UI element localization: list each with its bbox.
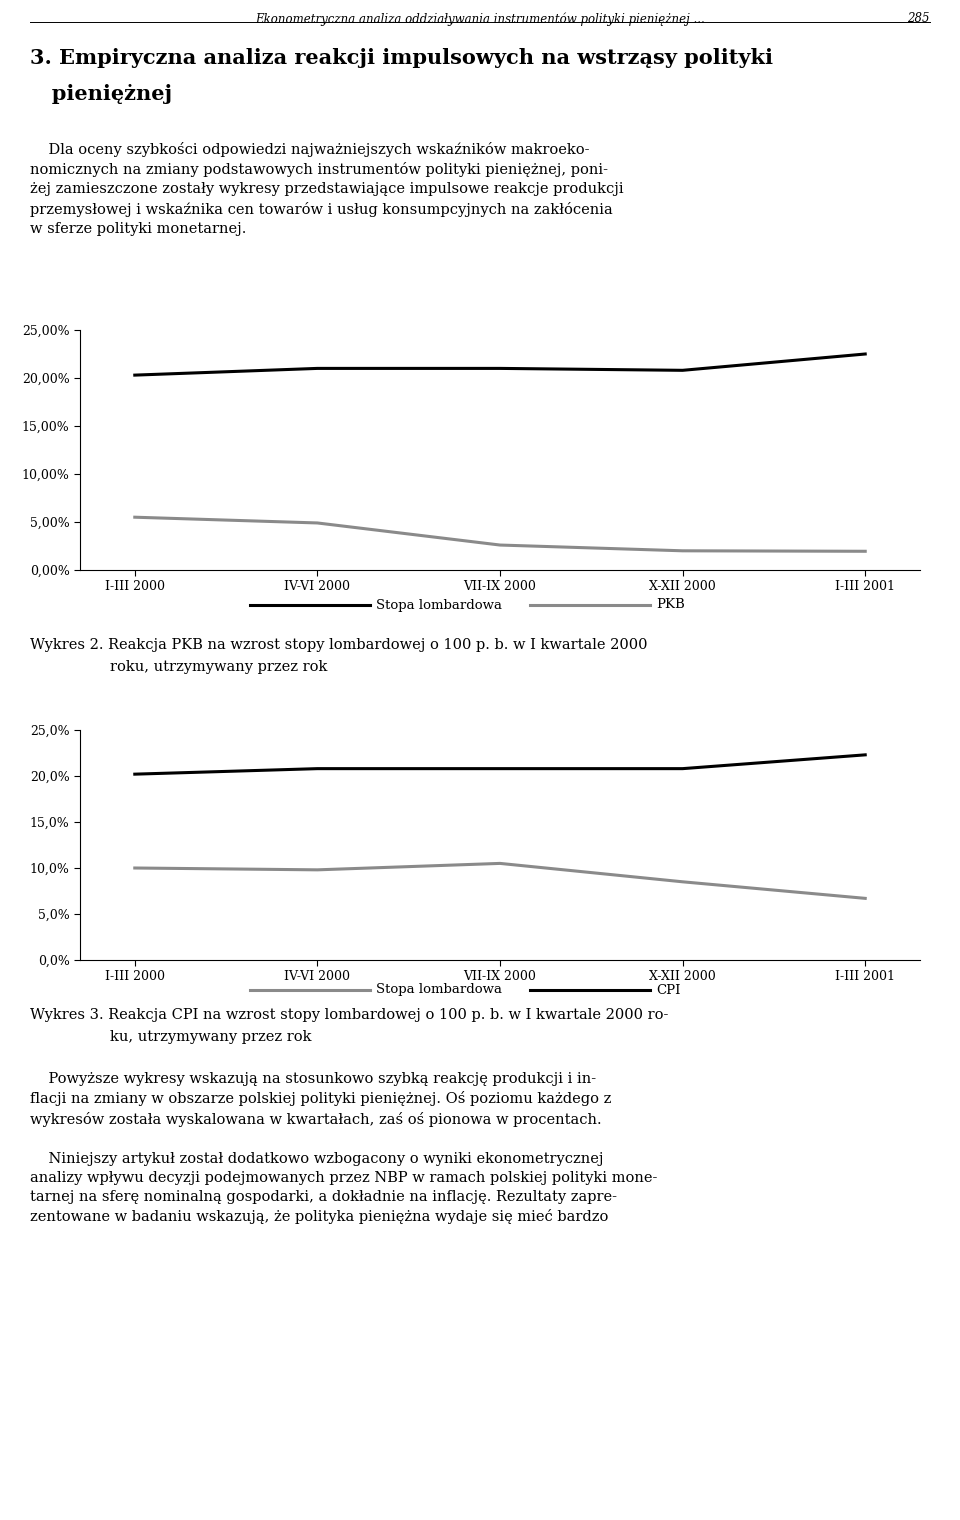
Text: roku, utrzymywany przez rok: roku, utrzymywany przez rok bbox=[110, 660, 327, 673]
Text: Dla oceny szybkości odpowiedzi najważniejszych wskaźników makroeko-
nomicznych n: Dla oceny szybkości odpowiedzi najważnie… bbox=[30, 141, 624, 236]
Text: Stopa lombardowa: Stopa lombardowa bbox=[376, 599, 502, 611]
Text: 3. Empiryczna analiza reakcji impulsowych na wstrząsy polityki: 3. Empiryczna analiza reakcji impulsowyc… bbox=[30, 49, 773, 68]
Text: Wykres 2. Reakcja PKB na wzrost stopy lombardowej o 100 p. b. w I kwartale 2000: Wykres 2. Reakcja PKB na wzrost stopy lo… bbox=[30, 638, 647, 652]
Text: Stopa lombardowa: Stopa lombardowa bbox=[376, 983, 502, 997]
Text: pieniężnej: pieniężnej bbox=[30, 84, 172, 103]
Text: Niniejszy artykuł został dodatkowo wzbogacony o wyniki ekonometrycznej
analizy w: Niniejszy artykuł został dodatkowo wzbog… bbox=[30, 1152, 658, 1224]
Text: ku, utrzymywany przez rok: ku, utrzymywany przez rok bbox=[110, 1031, 311, 1044]
Text: CPI: CPI bbox=[656, 983, 681, 997]
Text: Powyższe wykresy wskazują na stosunkowo szybką reakcję produkcji i in-
flacji na: Powyższe wykresy wskazują na stosunkowo … bbox=[30, 1072, 612, 1126]
Text: PKB: PKB bbox=[656, 599, 684, 611]
Text: Ekonometryczna analiza oddziaływania instrumentów polityki pieniężnej ...: Ekonometryczna analiza oddziaływania ins… bbox=[255, 12, 705, 26]
Text: 285: 285 bbox=[907, 12, 930, 24]
Text: Wykres 3. Reakcja CPI na wzrost stopy lombardowej o 100 p. b. w I kwartale 2000 : Wykres 3. Reakcja CPI na wzrost stopy lo… bbox=[30, 1008, 668, 1021]
